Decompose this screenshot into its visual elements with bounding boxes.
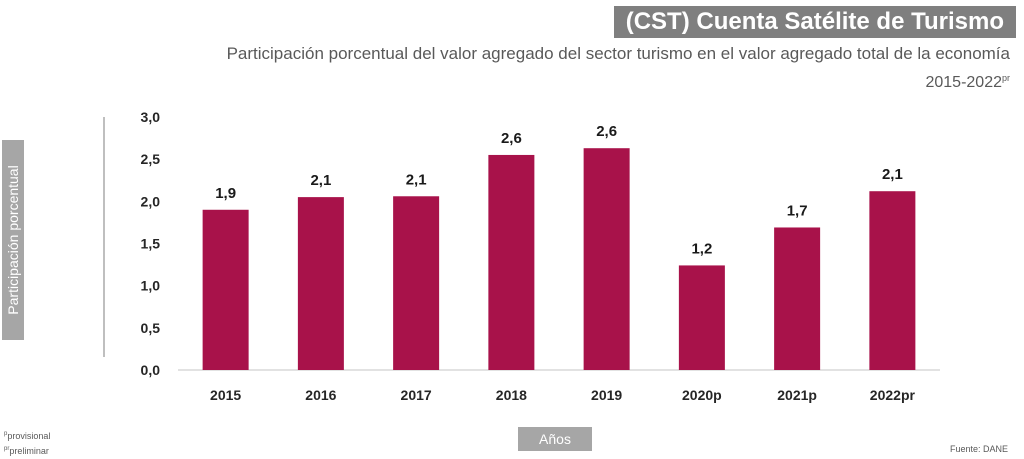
bars [202, 148, 916, 370]
x-tick-label: 2018 [496, 387, 527, 403]
note-provisional-text: provisional [7, 431, 51, 441]
data-labels: 1,9 2,1 2,1 2,6 2,6 1,2 1,7 2,1 [215, 123, 903, 257]
x-tick-label: 2015 [210, 387, 241, 403]
data-label: 2,1 [310, 172, 331, 189]
x-tick-label: 2016 [305, 387, 336, 403]
data-label: 2,1 [882, 166, 903, 183]
y-tick-label: 0,5 [141, 320, 161, 336]
note-provisional: pprovisional [4, 428, 50, 443]
x-axis-label: Años [518, 427, 592, 451]
bar [678, 265, 725, 370]
bar [297, 197, 344, 370]
bar [393, 196, 440, 370]
y-tick-label: 1,0 [141, 278, 161, 294]
period-superscript: pr [1001, 73, 1010, 83]
bar [202, 209, 249, 370]
x-tick-label: 2021p [777, 387, 817, 403]
chart-period: 2015-2022pr [925, 73, 1010, 92]
note-provisional-sup: p [4, 431, 8, 437]
x-tick-label: 2017 [401, 387, 432, 403]
x-tick-label: 2022pr [870, 387, 916, 403]
note-preliminar: prpreliminar [4, 443, 50, 458]
data-label: 2,1 [406, 171, 427, 188]
y-tick-label: 1,5 [141, 236, 161, 252]
source-note: Fuente: DANE [949, 444, 1008, 454]
note-preliminar-sup: pr [4, 446, 10, 452]
x-tick-label: 2019 [591, 387, 622, 403]
bar [488, 154, 535, 370]
data-label: 1,9 [215, 185, 236, 202]
bar [774, 227, 821, 370]
x-tick-label: 2020p [682, 387, 722, 403]
footnotes: pprovisional prpreliminar [4, 428, 50, 458]
y-tick-label: 0,0 [141, 362, 161, 378]
y-axis-label-box: Participación porcentual [2, 140, 24, 340]
chart-title: (CST) Cuenta Satélite de Turismo [613, 6, 1016, 38]
data-label: 2,6 [596, 123, 617, 140]
y-tick-label: 2,5 [141, 151, 161, 167]
chart-subtitle: Participación porcentual del valor agreg… [226, 44, 1010, 63]
data-label: 1,2 [691, 240, 712, 257]
bar [583, 148, 630, 370]
bar [869, 191, 916, 370]
y-tick-label: 3,0 [141, 109, 161, 125]
y-tick-label: 2,0 [141, 193, 161, 209]
data-label: 2,6 [501, 130, 522, 147]
note-preliminar-text: preliminar [9, 446, 49, 456]
period-text: 2015-2022 [925, 74, 1002, 91]
data-label: 1,7 [787, 202, 808, 219]
